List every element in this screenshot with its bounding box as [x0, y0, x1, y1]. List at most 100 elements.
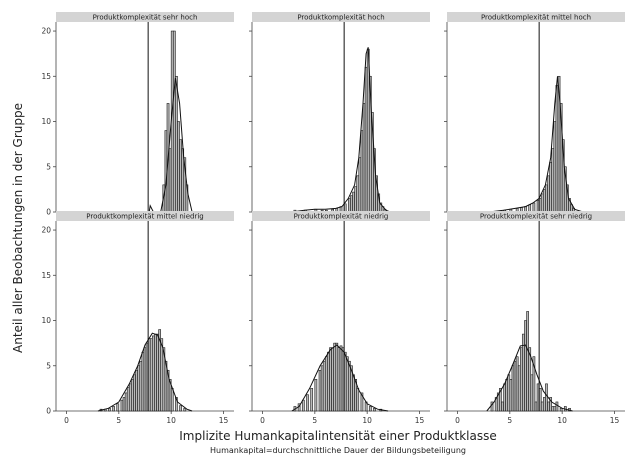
- facet-strip: [252, 211, 430, 221]
- histogram-bar: [545, 184, 548, 213]
- x-axis-caption: Humankapital=durchschnittliche Dauer der…: [210, 446, 466, 455]
- histogram-bar: [517, 365, 521, 412]
- histogram-bar: [505, 379, 509, 412]
- histogram-bar: [368, 406, 372, 412]
- x-tick-label: 15: [610, 416, 620, 425]
- histogram-bar: [156, 333, 159, 412]
- x-tick-label: 5: [312, 416, 317, 425]
- histogram-bar: [373, 407, 376, 412]
- facet-panel: Produktkomplexität sehr niedrig 0 5 10 15: [444, 211, 625, 425]
- histogram-bar: [549, 161, 553, 213]
- y-tick-label: 0: [46, 407, 51, 416]
- histogram-bar: [547, 401, 550, 412]
- histogram-bar: [519, 347, 523, 412]
- histogram-bar: [141, 351, 145, 412]
- x-tick-label: 10: [362, 416, 372, 425]
- histogram-bar: [499, 388, 502, 412]
- histogram-bar: [310, 388, 314, 412]
- histogram-bar: [314, 379, 318, 412]
- histogram-bar: [360, 392, 364, 412]
- histogram-bar: [168, 148, 172, 213]
- facet-title: Produktkomplexität niedrig: [294, 213, 389, 221]
- facet-panel: Produktkomplexität sehr hoch 0 5 10 15 20: [41, 12, 234, 217]
- density-curve: [97, 78, 193, 213]
- y-tick-label: 10: [41, 117, 51, 126]
- histogram-bar: [133, 374, 136, 412]
- facet-panel: Produktkomplexität niedrig 0 5 10 15: [249, 211, 430, 425]
- histogram-bar: [108, 407, 111, 412]
- histogram-bar: [333, 342, 337, 412]
- histogram-bar: [170, 388, 174, 412]
- histogram-bar: [179, 405, 182, 412]
- histogram-bar: [324, 356, 328, 412]
- x-axis-title: Implizite Humankapitalintensität einer P…: [179, 429, 496, 443]
- facet-title: Produktkomplexität sehr hoch: [93, 14, 198, 22]
- y-tick-label: 20: [41, 226, 51, 235]
- histogram-bar: [549, 397, 553, 412]
- histogram-bar: [530, 374, 534, 412]
- y-tick-label: 5: [46, 162, 51, 171]
- histogram-bar: [124, 392, 128, 412]
- histogram-bar: [112, 406, 115, 412]
- histogram-bar: [509, 379, 513, 412]
- histogram-bar: [320, 365, 324, 412]
- histogram-bar: [524, 320, 527, 412]
- y-axis-title: Anteil aller Beobachtungen in der Gruppe: [11, 103, 25, 353]
- histogram-bar: [318, 369, 322, 412]
- histogram-bar: [172, 30, 176, 213]
- histogram-bar: [354, 186, 358, 213]
- histogram-bar: [331, 347, 334, 412]
- facet-panel: Produktkomplexität hoch: [249, 12, 430, 215]
- y-tick-label: 5: [46, 361, 51, 370]
- facet-strip: [56, 12, 234, 22]
- x-tick-label: 10: [166, 416, 176, 425]
- histogram-bar: [175, 75, 178, 213]
- y-tick-label: 10: [41, 316, 51, 325]
- facet-title: Produktkomplexität mittel niedrig: [86, 213, 203, 221]
- histogram-bar: [532, 202, 536, 213]
- histogram-bar: [356, 175, 360, 213]
- x-tick-label: 5: [116, 416, 121, 425]
- histogram-bar: [555, 85, 559, 213]
- histogram-bar: [540, 193, 544, 213]
- density-curve: [486, 344, 573, 412]
- histogram-bar: [551, 148, 555, 213]
- histogram-bar: [337, 347, 341, 412]
- histogram-bar: [543, 189, 546, 213]
- facet-strip: [447, 12, 625, 22]
- histogram-bar: [540, 401, 544, 412]
- histogram-bar: [177, 121, 180, 213]
- histogram-bar: [555, 401, 559, 412]
- histogram-bar: [528, 204, 532, 213]
- histogram-bar: [526, 311, 529, 412]
- histogram-bar: [122, 397, 126, 412]
- facet-strip: [56, 211, 234, 221]
- histogram-bar: [306, 394, 309, 412]
- histogram-bar: [348, 360, 351, 412]
- histogram-bar: [339, 345, 343, 412]
- facet-title: Produktkomplexität sehr niedrig: [480, 213, 592, 221]
- facet-strip: [252, 12, 430, 22]
- histogram-bar: [501, 401, 504, 412]
- histogram-bar: [513, 360, 517, 412]
- histogram-bar: [322, 360, 326, 412]
- histogram-bar: [152, 335, 155, 412]
- x-tick-label: 15: [415, 416, 425, 425]
- facet-title: Produktkomplexität mittel hoch: [481, 14, 591, 22]
- histogram-bar: [534, 401, 538, 412]
- histogram-bar: [356, 388, 360, 412]
- histogram-bar: [543, 397, 546, 412]
- histogram-bar: [553, 121, 557, 213]
- histogram-bar: [131, 379, 134, 412]
- histogram-bar: [348, 198, 351, 213]
- x-tick-label: 10: [557, 416, 567, 425]
- y-tick-label: 15: [41, 72, 51, 81]
- histogram-bar: [137, 365, 141, 412]
- x-tick-label: 0: [64, 416, 69, 425]
- histogram-bar: [503, 383, 506, 412]
- x-tick-label: 0: [260, 416, 265, 425]
- histogram-bar: [135, 369, 138, 412]
- histogram-bar: [366, 48, 370, 213]
- facet-title: Produktkomplexität hoch: [297, 14, 384, 22]
